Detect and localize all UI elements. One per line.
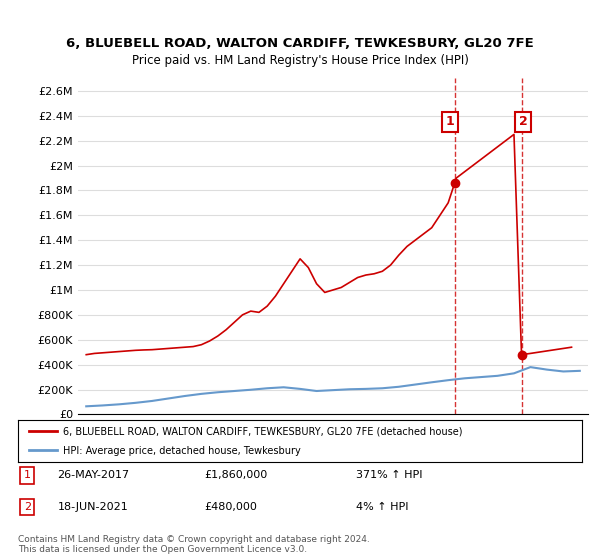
Text: Price paid vs. HM Land Registry's House Price Index (HPI): Price paid vs. HM Land Registry's House … xyxy=(131,54,469,67)
Text: 1: 1 xyxy=(445,115,454,128)
Text: £480,000: £480,000 xyxy=(204,502,257,512)
Text: Contains HM Land Registry data © Crown copyright and database right 2024.
This d: Contains HM Land Registry data © Crown c… xyxy=(18,535,370,554)
Text: 371% ↑ HPI: 371% ↑ HPI xyxy=(356,470,423,480)
Text: HPI: Average price, detached house, Tewkesbury: HPI: Average price, detached house, Tewk… xyxy=(63,446,301,456)
Text: 1: 1 xyxy=(23,470,31,480)
Text: 26-MAY-2017: 26-MAY-2017 xyxy=(58,470,130,480)
Text: 6, BLUEBELL ROAD, WALTON CARDIFF, TEWKESBURY, GL20 7FE: 6, BLUEBELL ROAD, WALTON CARDIFF, TEWKES… xyxy=(66,38,534,50)
Text: 6, BLUEBELL ROAD, WALTON CARDIFF, TEWKESBURY, GL20 7FE (detached house): 6, BLUEBELL ROAD, WALTON CARDIFF, TEWKES… xyxy=(63,427,463,437)
Text: 4% ↑ HPI: 4% ↑ HPI xyxy=(356,502,409,512)
Text: 2: 2 xyxy=(23,502,31,512)
Text: 18-JUN-2021: 18-JUN-2021 xyxy=(58,502,128,512)
Text: 2: 2 xyxy=(519,115,527,128)
Text: £1,860,000: £1,860,000 xyxy=(204,470,268,480)
